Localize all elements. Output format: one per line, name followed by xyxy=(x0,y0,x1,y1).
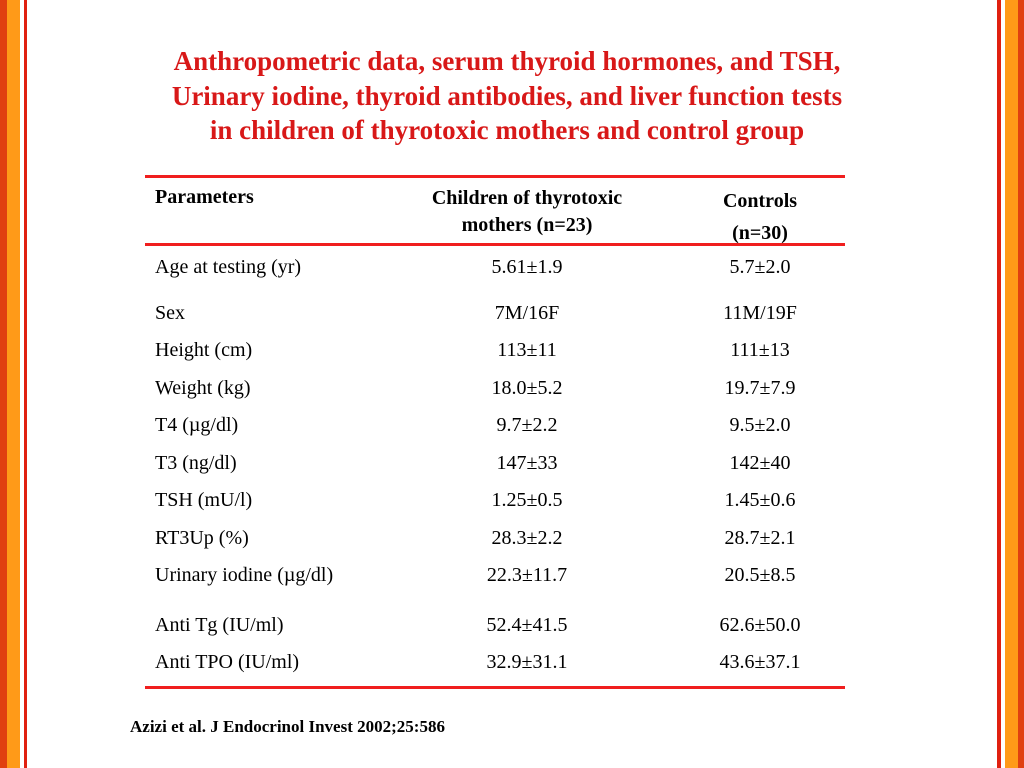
row-param: Anti Tg (IU/ml) xyxy=(155,614,284,636)
row-param: T4 (µg/dl) xyxy=(155,414,239,436)
row-thyrotoxic-value: 22.3±11.7 xyxy=(486,564,568,586)
row-control-value: 1.45±0.6 xyxy=(724,489,796,511)
row-param: Weight (kg) xyxy=(155,377,251,399)
header-thyrotoxic-group: Children of thyrotoxic mothers (n=23) xyxy=(417,185,637,239)
row-thyrotoxic-value: 9.7±2.2 xyxy=(496,414,558,436)
left-border-orange xyxy=(7,0,20,768)
table-top-rule xyxy=(145,175,845,178)
header-thyrotoxic-line-2: mothers (n=23) xyxy=(461,214,593,236)
header-controls-line-2: (n=30) xyxy=(732,222,788,244)
row-param: Sex xyxy=(155,302,185,324)
slide-title: Anthropometric data, serum thyroid hormo… xyxy=(130,44,884,148)
header-parameters: Parameters xyxy=(155,186,254,208)
row-control-value: 111±13 xyxy=(730,339,790,361)
row-control-value: 11M/19F xyxy=(723,302,797,324)
row-param: Age at testing (yr) xyxy=(155,256,302,278)
row-thyrotoxic-value: 5.61±1.9 xyxy=(491,256,563,278)
row-control-value: 19.7±7.9 xyxy=(724,377,796,399)
right-border-gap xyxy=(1001,0,1005,768)
header-controls-group: Controls (n=30) xyxy=(690,185,830,249)
right-border-outer xyxy=(1018,0,1024,768)
row-thyrotoxic-value: 7M/16F xyxy=(494,302,560,324)
row-thyrotoxic-value: 28.3±2.2 xyxy=(491,527,563,549)
citation: Azizi et al. J Endocrinol Invest 2002;25… xyxy=(130,717,445,736)
row-param: Anti TPO (IU/ml) xyxy=(155,651,300,673)
left-border-outer xyxy=(0,0,7,768)
right-border-orange xyxy=(1005,0,1018,768)
table-bottom-rule xyxy=(145,686,845,689)
row-control-value: 5.7±2.0 xyxy=(729,256,791,278)
row-param: TSH (mU/l) xyxy=(155,489,253,511)
row-param: Height (cm) xyxy=(155,339,253,361)
title-line-1: Anthropometric data, serum thyroid hormo… xyxy=(173,46,841,76)
header-controls-line-1: Controls xyxy=(722,190,798,212)
header-thyrotoxic-line-1: Children of thyrotoxic xyxy=(431,187,623,209)
left-border-gap xyxy=(20,0,24,768)
table-header-rule xyxy=(145,243,845,246)
row-thyrotoxic-value: 32.9±31.1 xyxy=(486,651,568,673)
row-thyrotoxic-value: 1.25±0.5 xyxy=(491,489,563,511)
row-control-value: 43.6±37.1 xyxy=(719,651,801,673)
row-param: RT3Up (%) xyxy=(155,527,249,549)
row-control-value: 142±40 xyxy=(729,452,791,474)
row-control-value: 20.5±8.5 xyxy=(724,564,796,586)
row-thyrotoxic-value: 147±33 xyxy=(496,452,558,474)
row-param: Urinary iodine (µg/dl) xyxy=(155,564,334,586)
row-thyrotoxic-value: 52.4±41.5 xyxy=(486,614,568,636)
row-control-value: 62.6±50.0 xyxy=(719,614,801,636)
right-border-inner xyxy=(997,0,1001,768)
row-thyrotoxic-value: 113±11 xyxy=(497,339,557,361)
title-line-3: in children of thyrotoxic mothers and co… xyxy=(209,115,805,145)
row-control-value: 9.5±2.0 xyxy=(729,414,791,436)
row-control-value: 28.7±2.1 xyxy=(724,527,796,549)
row-param: T3 (ng/dl) xyxy=(155,452,237,474)
row-thyrotoxic-value: 18.0±5.2 xyxy=(491,377,563,399)
left-border-inner xyxy=(24,0,27,768)
title-line-2: Urinary iodine, thyroid antibodies, and … xyxy=(171,80,843,111)
